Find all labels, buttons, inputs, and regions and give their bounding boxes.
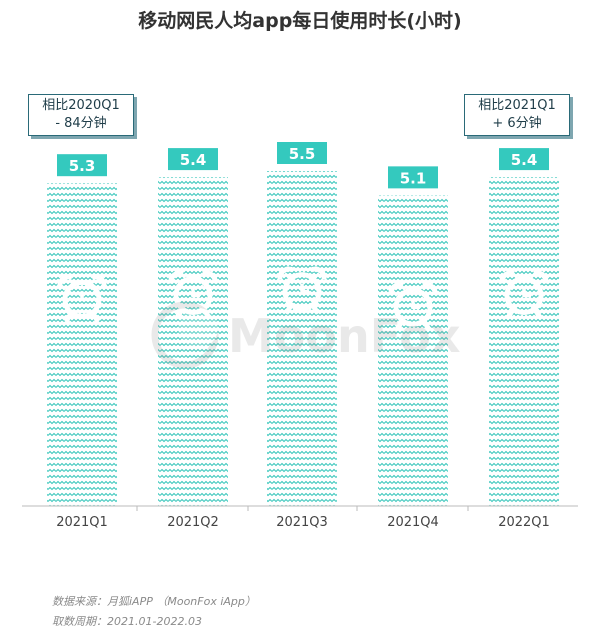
bar-2021Q3 [267,171,337,506]
source-line: 数据来源：月狐iAPP （MoonFox iApp） [52,595,256,608]
x-tick-label: 2021Q4 [387,515,439,530]
source-note: 数据来源：月狐iAPP （MoonFox iApp） 取数周期：2021.01-… [52,592,256,632]
annotation-right-line1: 相比2021Q1 [478,98,556,113]
alarm-clock-icon [499,270,549,319]
x-tick-label: 2021Q1 [56,515,108,530]
x-tick-label: 2021Q3 [276,515,328,530]
data-label-box [388,166,438,189]
annotation-left-line2: - 84分钟 [55,116,107,131]
period-line: 取数周期：2021.01-2022.03 [52,615,202,628]
bar-2021Q4 [378,195,448,506]
x-tick-label: 2021Q2 [167,515,219,530]
watermark-text: MoonFox [228,309,461,363]
alarm-clock-icon [57,274,107,323]
alarm-clock-icon [168,270,218,319]
data-label: 5.4 [180,151,207,169]
data-label: 5.3 [69,157,96,175]
annotation-right-line2: + 6分钟 [492,116,542,131]
data-label: 5.4 [511,151,538,169]
annotation-left-line1: 相比2020Q1 [42,98,120,113]
alarm-clock-icon [277,266,327,315]
data-label-box [168,148,218,171]
data-label-box [277,142,327,164]
chart-title: 移动网民人均app每日使用时长(小时) [138,10,462,32]
x-tick-label: 2022Q1 [498,515,550,530]
bar-2021Q2 [158,177,228,506]
moonfox-watermark: MoonFox [151,301,461,369]
bar-2022Q1 [489,177,559,506]
bar-2021Q1 [47,183,117,506]
data-label-box [57,154,107,177]
data-label-box [499,148,549,171]
annotation-vs-2021q1: 相比2021Q1 + 6分钟 [464,94,570,136]
data-label: 5.5 [289,145,316,163]
data-label: 5.1 [400,169,427,187]
alarm-clock-icon [388,282,438,331]
annotation-vs-2020q1: 相比2020Q1 - 84分钟 [28,94,134,136]
